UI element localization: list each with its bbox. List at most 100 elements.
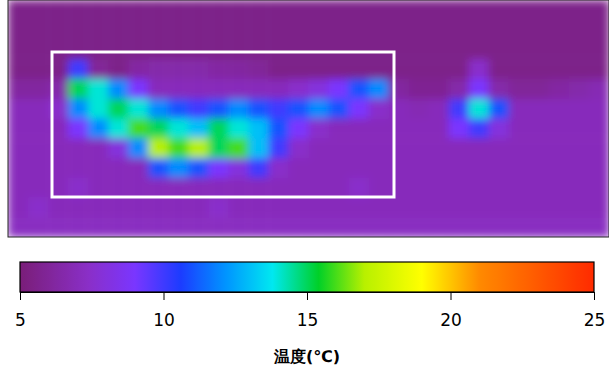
cell	[128, 158, 149, 178]
cell	[369, 158, 390, 178]
cell	[349, 217, 370, 237]
cell	[389, 40, 410, 60]
cell	[188, 99, 209, 119]
cell	[589, 138, 609, 158]
cell	[288, 0, 309, 20]
cell	[429, 20, 450, 40]
cell	[248, 119, 269, 139]
cell	[329, 59, 350, 79]
cell	[389, 217, 410, 237]
cell	[208, 178, 229, 198]
cell	[329, 198, 350, 218]
cell	[168, 119, 189, 139]
cell	[529, 59, 550, 79]
cell	[288, 59, 309, 79]
cell	[88, 59, 109, 79]
cell	[469, 59, 490, 79]
cell	[489, 40, 510, 60]
cell	[489, 217, 510, 237]
tick-label: 10	[153, 310, 175, 330]
cell	[469, 40, 490, 60]
cell	[168, 217, 189, 237]
cell	[228, 138, 249, 158]
cell	[128, 40, 149, 60]
cell	[248, 20, 269, 40]
cell	[48, 0, 69, 20]
cell	[589, 158, 609, 178]
cell	[228, 217, 249, 237]
cell	[148, 59, 169, 79]
cell	[28, 79, 49, 99]
cell	[168, 20, 189, 40]
cell	[268, 217, 289, 237]
cell	[589, 119, 609, 139]
cell	[429, 0, 450, 20]
cell	[228, 40, 249, 60]
cell	[549, 119, 570, 139]
cell	[228, 59, 249, 79]
cell	[409, 138, 430, 158]
cell	[148, 79, 169, 99]
cell	[88, 178, 109, 198]
cell	[309, 79, 330, 99]
cell	[369, 20, 390, 40]
cell	[509, 217, 530, 237]
cell	[188, 158, 209, 178]
cell	[469, 79, 490, 99]
cell	[529, 40, 550, 60]
tick-mark	[164, 292, 165, 300]
cell	[549, 0, 570, 20]
cell	[509, 119, 530, 139]
tick-label: 25	[584, 310, 606, 330]
cell	[369, 198, 390, 218]
cell	[88, 0, 109, 20]
cell	[469, 158, 490, 178]
cell	[309, 0, 330, 20]
cell	[8, 198, 29, 218]
cell	[449, 40, 470, 60]
cell	[489, 59, 510, 79]
cell	[309, 20, 330, 40]
cell	[549, 178, 570, 198]
cell	[389, 198, 410, 218]
cell	[108, 217, 129, 237]
cell	[188, 0, 209, 20]
cell	[489, 198, 510, 218]
cell	[569, 59, 590, 79]
cell	[509, 20, 530, 40]
cell	[589, 40, 609, 60]
cell	[128, 20, 149, 40]
cell	[509, 99, 530, 119]
cell	[28, 20, 49, 40]
cell	[569, 40, 590, 60]
cell	[529, 138, 550, 158]
colorbar-axis: 510152025	[15, 292, 605, 330]
cell	[208, 79, 229, 99]
cell	[509, 59, 530, 79]
cell	[329, 138, 350, 158]
cell	[228, 158, 249, 178]
cell	[188, 40, 209, 60]
cell	[349, 79, 370, 99]
cell	[349, 138, 370, 158]
cell	[8, 40, 29, 60]
cell	[8, 138, 29, 158]
cell	[449, 20, 470, 40]
cell	[68, 217, 89, 237]
cell	[529, 178, 550, 198]
cell	[288, 217, 309, 237]
cell	[569, 217, 590, 237]
cell	[549, 138, 570, 158]
cell	[188, 119, 209, 139]
cell	[88, 158, 109, 178]
cell	[8, 99, 29, 119]
cell	[248, 99, 269, 119]
highlight-box	[52, 52, 394, 197]
cell	[148, 198, 169, 218]
cell	[449, 158, 470, 178]
axis-line	[21, 293, 595, 301]
cell	[589, 178, 609, 198]
cell	[529, 198, 550, 218]
cell	[68, 138, 89, 158]
cell	[128, 178, 149, 198]
